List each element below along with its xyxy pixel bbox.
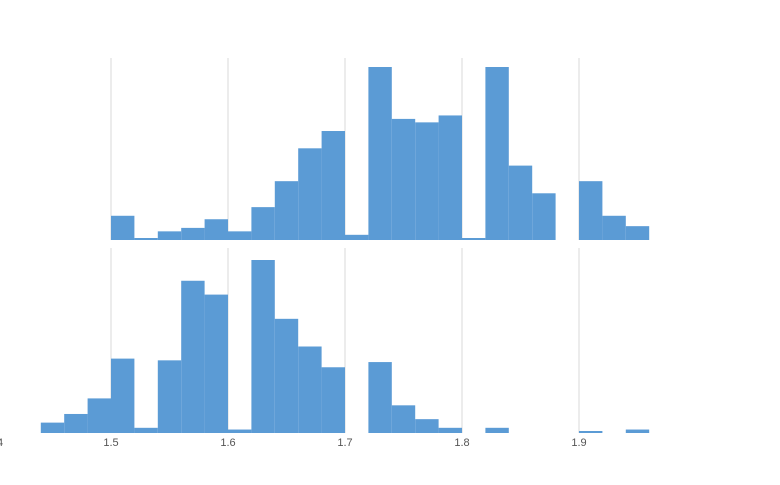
top-panel-bar-6: [228, 231, 252, 240]
x-tick-label-1.5: 1.5: [103, 437, 118, 449]
x-tick-label-1.8: 1.8: [454, 437, 469, 449]
bottom-panel-bar-17: [438, 427, 462, 433]
top-panel-bar-1: [111, 215, 135, 240]
top-panel-bar-17: [485, 67, 509, 240]
x-tick-label-4: 4: [0, 437, 3, 449]
x-tick-label-1.7: 1.7: [337, 437, 352, 449]
top-panel-bar-14: [415, 122, 439, 240]
bottom-panel-bar-19: [579, 431, 603, 433]
bottom-panel-bar-4: [111, 358, 135, 433]
top-panel-bar-4: [181, 227, 205, 240]
bottom-panel-bar-20: [625, 429, 650, 433]
top-panel-bar-15: [438, 115, 462, 240]
bottom-panel-bar-18: [485, 427, 509, 433]
bottom-panel-bar-16: [415, 419, 439, 433]
x-tick-label-1.9: 1.9: [571, 437, 586, 449]
bottom-panel-bar-3: [87, 398, 111, 433]
bottom-panel-bar-15: [391, 405, 416, 433]
bottom-panel-bar-11: [274, 318, 299, 433]
top-panel-bar-21: [602, 215, 626, 240]
top-panel-bar-2: [134, 238, 158, 240]
top-panel-bar-11: [345, 234, 369, 240]
x-axis-ticks: 4 1.5 1.6 1.7 1.8 1.9: [0, 437, 587, 449]
bottom-panel-bar-14: [368, 362, 392, 433]
bottom-panel-bar-2: [64, 413, 88, 433]
bottom-panel-bar-9: [228, 429, 252, 433]
top-panel-bar-5: [204, 219, 228, 240]
top-panel-bar-18: [508, 165, 533, 240]
top-panel-bar-9: [298, 148, 322, 240]
bottom-panel-bar-13: [321, 367, 345, 433]
top-panel-bar-12: [368, 67, 392, 240]
bottom-panel-bar-7: [181, 280, 205, 433]
x-tick-label-1.6: 1.6: [220, 437, 235, 449]
bottom-panel-bar-6: [157, 360, 182, 433]
top-panel-bar-16: [462, 238, 486, 240]
top-panel-bar-7: [251, 207, 275, 240]
bottom-panel-bar-5: [134, 427, 158, 433]
top-panel-bar-20: [579, 181, 603, 240]
top-panel-bar-3: [157, 231, 182, 240]
bars: [40, 67, 650, 433]
top-panel-bar-19: [532, 193, 556, 240]
top-panel-bar-8: [274, 181, 299, 240]
bottom-panel-bar-1: [40, 422, 65, 433]
bottom-panel-bar-8: [204, 294, 228, 433]
top-panel-bar-22: [625, 226, 650, 240]
top-panel-bar-10: [321, 131, 345, 240]
bottom-panel-bar-10: [251, 260, 275, 433]
bottom-panel-bar-12: [298, 346, 322, 433]
top-panel-bar-13: [391, 118, 416, 240]
